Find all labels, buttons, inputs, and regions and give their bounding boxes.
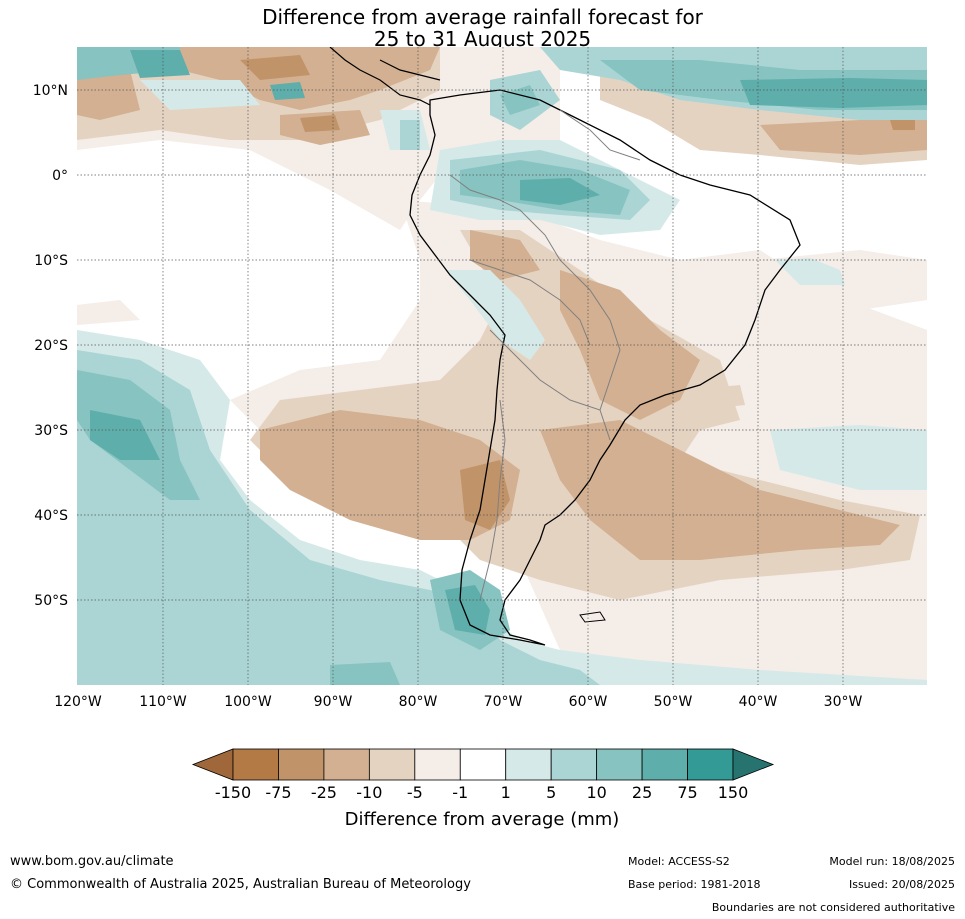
lon-label-40w: 40°W xyxy=(739,694,778,710)
map-gridlines xyxy=(77,47,927,685)
lon-label-100w: 100°W xyxy=(224,694,272,710)
lon-label-70w: 70°W xyxy=(484,694,523,710)
colorbar-swatch xyxy=(323,748,370,781)
colorbar-tick-label: 150 xyxy=(718,783,749,802)
footer-url[interactable]: www.bom.gov.au/climate xyxy=(10,854,174,869)
colorbar-swatch xyxy=(505,748,552,781)
country-borders xyxy=(449,109,641,601)
colorbar-swatch xyxy=(459,748,507,781)
footer-model: Model: ACCESS-S2 xyxy=(628,855,730,868)
colorbar-tick-label: 75 xyxy=(677,783,697,802)
colorbar-swatch xyxy=(232,748,279,781)
colorbar xyxy=(191,748,775,781)
colorbar-tick-label: -75 xyxy=(265,783,291,802)
lon-label-30w: 30°W xyxy=(824,694,863,710)
colorbar-swatch xyxy=(414,748,461,781)
colorbar-swatch xyxy=(368,748,416,781)
lon-label-80w: 80°W xyxy=(399,694,438,710)
footer-base-period: Base period: 1981-2018 xyxy=(628,878,760,891)
lon-label-110w: 110°W xyxy=(139,694,187,710)
lat-label-0: 0° xyxy=(52,168,68,184)
latitude-labels: 10°N 0° 10°S 20°S 30°S 40°S 50°S xyxy=(33,83,68,609)
falkland-islands xyxy=(579,611,606,623)
colorbar-tick-label: 25 xyxy=(632,783,652,802)
colorbar-tick-label: -10 xyxy=(356,783,382,802)
lat-label-20s: 20°S xyxy=(34,338,68,354)
lat-label-40s: 40°S xyxy=(34,508,68,524)
colorbar-tick-label: 5 xyxy=(546,783,556,802)
lat-label-30s: 30°S xyxy=(34,423,68,439)
colorbar-swatch xyxy=(687,748,734,781)
rainfall-field-dry xyxy=(77,47,927,560)
lon-label-50w: 50°W xyxy=(654,694,693,710)
longitude-labels: 120°W 110°W 100°W 90°W 80°W 70°W 60°W 50… xyxy=(54,694,862,710)
lon-label-120w: 120°W xyxy=(54,694,102,710)
colorbar-swatch xyxy=(278,748,325,781)
lat-label-50s: 50°S xyxy=(34,593,68,609)
colorbar-swatch xyxy=(550,748,598,781)
rainfall-field-very-wet xyxy=(90,50,927,635)
lat-label-10s: 10°S xyxy=(34,253,68,269)
map-title-line-1: Difference from average rainfall forecas… xyxy=(262,5,703,29)
colorbar-arrow-left xyxy=(191,748,234,781)
colorbar-swatch xyxy=(596,748,643,781)
colorbar-tick-label: -1 xyxy=(452,783,468,802)
colorbar-swatch xyxy=(641,748,688,781)
central-america-coastline xyxy=(329,47,441,106)
colorbar-tick-label: -25 xyxy=(311,783,337,802)
footer-issued: Issued: 20/08/2025 xyxy=(849,878,955,891)
lat-label-10n: 10°N xyxy=(33,83,68,99)
south-america-coastline xyxy=(409,89,801,646)
map-plot-area xyxy=(77,47,927,685)
footer: www.bom.gov.au/climate © Commonwealth of… xyxy=(10,854,955,914)
map-title-line-2: 25 to 31 August 2025 xyxy=(373,27,592,51)
colorbar-tick-label: 10 xyxy=(586,783,606,802)
footer-disclaimer: Boundaries are not considered authoritat… xyxy=(712,901,955,914)
footer-model-run: Model run: 18/08/2025 xyxy=(829,855,955,868)
colorbar-arrow-right xyxy=(732,748,775,781)
colorbar-title: Difference from average (mm) xyxy=(345,809,620,830)
colorbar-tick-label: -5 xyxy=(407,783,423,802)
colorbar-tick-label: -150 xyxy=(215,783,251,802)
lon-label-90w: 90°W xyxy=(314,694,353,710)
colorbar-tick-label: 1 xyxy=(501,783,511,802)
footer-copyright: © Commonwealth of Australia 2025, Austra… xyxy=(10,877,471,892)
colorbar-tick-labels: -150 -75 -25 -10 -5 -1 1 5 10 25 75 150 xyxy=(215,783,748,802)
lon-label-60w: 60°W xyxy=(569,694,608,710)
